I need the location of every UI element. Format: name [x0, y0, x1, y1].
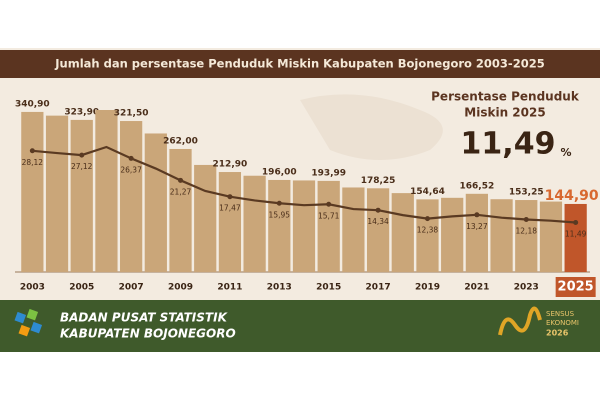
x-tick-label: 2009 — [168, 283, 193, 293]
bar-value-label: 193,99 — [311, 168, 346, 178]
sensus-logo — [498, 306, 542, 336]
bar — [391, 193, 414, 272]
bar-value-label: 178,25 — [361, 176, 396, 186]
x-tick-label: 2025 — [558, 280, 594, 295]
callout-value: 11,49 — [461, 127, 556, 162]
line-point — [326, 201, 332, 207]
line-point — [424, 216, 430, 222]
bar-value-label: 144,90 — [545, 188, 599, 204]
line-point — [29, 148, 35, 154]
bar — [243, 175, 266, 272]
bar — [441, 197, 464, 272]
bar — [218, 172, 242, 272]
bar — [144, 133, 167, 272]
line-point — [375, 207, 381, 213]
bar — [564, 203, 587, 272]
line-point — [573, 219, 579, 225]
x-tick-label: 2013 — [267, 283, 292, 293]
sensus-text: 2026 — [546, 329, 569, 338]
bar — [317, 180, 340, 272]
x-tick-label: 2007 — [119, 283, 144, 293]
bar-value-label: 196,00 — [262, 167, 297, 177]
bar — [70, 119, 93, 272]
x-tick-label: 2019 — [415, 283, 440, 293]
bar — [366, 188, 390, 272]
line-value-label: 26,37 — [120, 165, 142, 174]
bps-logo — [14, 308, 43, 337]
bar — [95, 110, 118, 272]
bar — [292, 180, 316, 272]
highlight-box — [555, 277, 596, 297]
line-value-label: 27,12 — [71, 162, 93, 171]
header-band — [0, 50, 600, 78]
line-point — [523, 217, 529, 222]
line-point — [128, 155, 134, 161]
x-tick-label: 2003 — [20, 283, 45, 293]
callout-unit: % — [560, 146, 571, 159]
bar — [120, 121, 143, 272]
callout-line: Miskin 2025 — [464, 106, 545, 120]
sensus-text: SENSUS — [546, 310, 575, 318]
bar-value-label: 154,64 — [410, 187, 445, 197]
line-point — [276, 200, 282, 206]
x-tick-label: 2005 — [69, 283, 94, 293]
x-tick-label: 2011 — [217, 283, 242, 293]
line-point — [227, 194, 233, 200]
bar — [416, 199, 439, 272]
bar — [465, 193, 488, 272]
line-value-label: 12,18 — [516, 227, 538, 236]
bar-value-label: 262,00 — [163, 136, 198, 146]
bar — [539, 201, 563, 272]
line-value-label: 21,27 — [170, 187, 192, 196]
x-tick-label: 2023 — [514, 283, 539, 293]
bar — [342, 187, 365, 272]
footer-org: KABUPATEN BOJONEGORO — [60, 327, 236, 341]
line — [32, 145, 576, 224]
bar — [169, 148, 192, 272]
sensus-text: EKONOMI — [546, 319, 579, 327]
line-value-label: 17,47 — [219, 204, 241, 213]
footer-org: BADAN PUSAT STATISTIK — [60, 311, 229, 325]
line-point — [474, 212, 480, 218]
line-point — [79, 152, 85, 158]
bar — [21, 111, 44, 272]
map-shape — [300, 94, 443, 160]
footer-band — [0, 300, 600, 352]
callout-line: Persentase Penduduk — [431, 90, 580, 104]
bar-value-label: 321,50 — [114, 109, 149, 119]
line-value-label: 15,71 — [318, 211, 340, 220]
bar-value-label: 323,90 — [64, 107, 99, 117]
line-value-label: 14,34 — [367, 217, 389, 226]
bar — [515, 200, 538, 272]
bar-value-label: 166,52 — [460, 181, 495, 191]
line-value-label: 12,38 — [417, 226, 439, 235]
line-value-label: 11,49 — [565, 229, 587, 238]
line-value-label: 15,95 — [269, 210, 291, 219]
line-point — [178, 177, 184, 183]
line-value-label: 13,27 — [466, 222, 488, 231]
bar — [268, 179, 291, 272]
bar — [194, 164, 217, 272]
bar — [45, 115, 69, 272]
line-value-label: 28,12 — [22, 158, 44, 167]
bar-value-label: 340,90 — [15, 99, 50, 109]
bar-value-label: 212,90 — [213, 160, 248, 170]
x-tick-label: 2015 — [316, 283, 341, 293]
x-tick-label: 2021 — [464, 283, 489, 293]
bar — [490, 199, 513, 272]
x-tick-label: 2017 — [366, 283, 391, 293]
title: Jumlah dan persentase Penduduk Miskin Ka… — [54, 57, 544, 71]
bar-value-label: 153,25 — [509, 188, 544, 198]
